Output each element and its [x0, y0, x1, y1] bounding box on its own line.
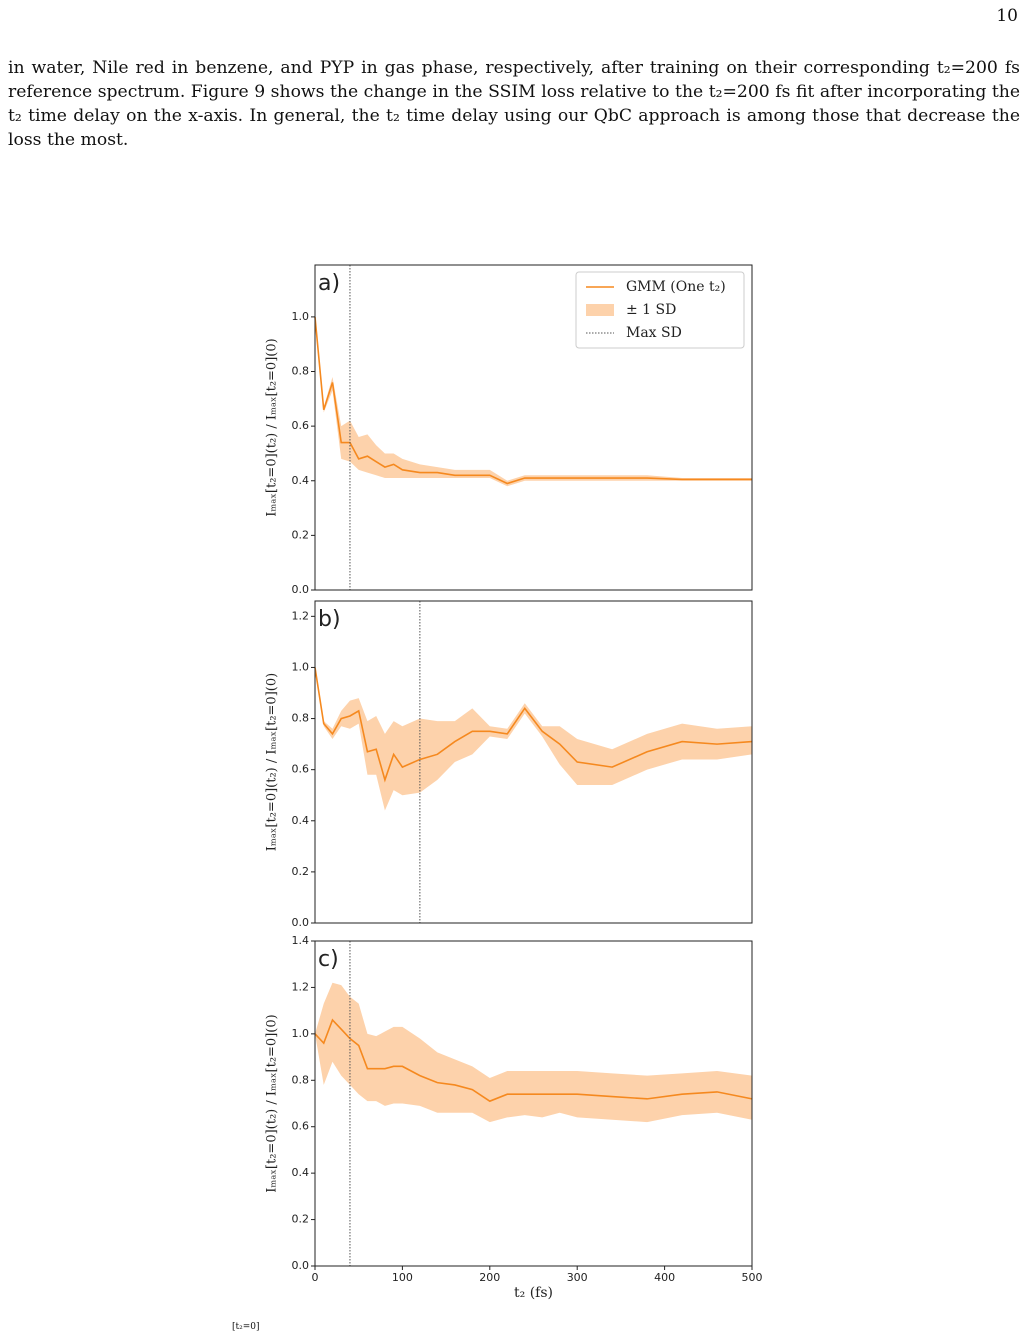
plot-frame — [314, 600, 753, 924]
x-axis-label: t₂ (fs) — [514, 1285, 553, 1301]
y-tick-label: 1.2 — [292, 980, 310, 993]
y-tick-label: 0.0 — [292, 916, 310, 929]
data-line — [314, 1018, 753, 1103]
y-tick-label: 1.0 — [292, 310, 310, 323]
text-line: t₂ time delay on the x-axis. In general,… — [8, 106, 1020, 126]
text-line: reference spectrum. Figure 9 shows the c… — [8, 82, 1020, 102]
plot-frame — [314, 940, 753, 1267]
panel-label: c) — [318, 947, 339, 972]
y-tick-label: 1.2 — [292, 609, 310, 622]
sd-band — [315, 316, 752, 487]
paragraph: in water, Nile red in benzene, and PYP i… — [8, 56, 1020, 152]
y-tick-label: 0.2 — [292, 865, 310, 878]
x-tick-label: 500 — [742, 1271, 763, 1284]
y-axis-label: Iₘₐₓ[t₂=0](t₂) / Iₘₐₓ[t₂=0](0) — [265, 673, 280, 851]
y-tick-label: 0.4 — [292, 814, 310, 827]
y-tick-label: 0.6 — [292, 763, 310, 776]
y-tick-label: 0.8 — [292, 365, 310, 378]
plot-frame — [314, 264, 753, 591]
y-tick-label: 1.0 — [292, 1027, 310, 1040]
sd-band — [315, 667, 752, 811]
y-tick-label: 0.0 — [292, 583, 310, 596]
x-tick-label: 0 — [312, 1271, 319, 1284]
footer-fragment: [t₂=0] — [232, 1322, 260, 1332]
panel-label: b) — [318, 607, 341, 632]
legend-label: Max SD — [626, 325, 682, 341]
y-tick-label: 0.4 — [292, 1166, 310, 1179]
y-tick-label: 0.8 — [292, 1073, 310, 1086]
legend-label: GMM (One t₂) — [626, 279, 726, 295]
legend-label: ± 1 SD — [626, 302, 676, 318]
legend-swatch — [586, 304, 614, 316]
x-tick-label: 400 — [654, 1271, 675, 1284]
x-tick-label: 300 — [567, 1271, 588, 1284]
y-tick-label: 0.4 — [292, 474, 310, 487]
y-tick-label: 0.2 — [292, 528, 310, 541]
y-tick-label: 0.6 — [292, 419, 310, 432]
page-number: 10 — [996, 6, 1018, 26]
text-line: loss the most. — [8, 130, 129, 150]
x-tick-label: 200 — [479, 1271, 500, 1284]
y-tick-label: 1.0 — [292, 660, 310, 673]
y-tick-label: 0.2 — [292, 1213, 310, 1226]
text-line: in water, Nile red in benzene, and PYP i… — [8, 58, 1020, 78]
sd-band — [315, 982, 752, 1123]
y-axis-label: Iₘₐₓ[t₂=0](t₂) / Iₘₐₓ[t₂=0](0) — [265, 338, 280, 516]
data-line — [314, 316, 752, 485]
x-tick-label: 100 — [392, 1271, 413, 1284]
panel-label: a) — [318, 271, 340, 296]
y-axis-label: Iₘₐₓ[t₂=0](t₂) / Iₘₐₓ[t₂=0](0) — [265, 1014, 280, 1192]
legend-box — [575, 271, 745, 349]
data-line — [314, 667, 753, 783]
y-tick-label: 0.6 — [292, 1120, 310, 1133]
y-tick-label: 0.0 — [292, 1259, 310, 1272]
y-tick-label: 0.8 — [292, 712, 310, 725]
y-tick-label: 1.4 — [292, 934, 310, 947]
